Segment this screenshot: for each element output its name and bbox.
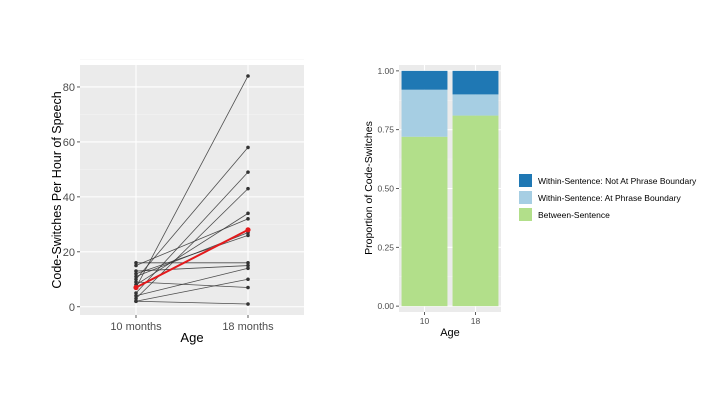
bar-chart-legend: Within-Sentence: Not At Phrase Boundary W… [519,174,697,221]
subject-point [246,266,250,271]
subject-point [246,277,250,282]
legend-swatch [519,174,532,187]
x-tick-label: 18 [471,316,481,326]
subject-point [246,74,250,78]
y-tick-label: 60 [63,137,75,149]
y-tick-label: 20 [63,247,75,259]
mean-line-group [133,227,251,291]
line-chart: 0 20 40 60 80 10 months 18 months Age Code-Sw… [50,59,304,345]
y-tick-label: 40 [63,192,75,204]
y-tick-label: 0.75 [377,125,394,135]
line-chart-panel [80,65,304,315]
mean-point [245,227,251,233]
y-tick-label: 0.25 [377,242,394,252]
subject-line [135,281,249,288]
legend-swatch [519,208,532,221]
subject-point [246,285,250,290]
legend-swatch [519,191,532,204]
line-chart-y-ticks: 0 20 40 60 80 [63,82,80,314]
subject-point [134,277,138,282]
subject-line [135,218,249,266]
bar-chart-x-ticks: 10 18 [420,312,481,326]
subject-point [134,274,138,279]
subject-point [134,280,138,284]
subject-line [135,267,249,297]
bar-chart-y-axis-label: Proportion of Code-Switches [363,121,375,255]
subject-point [134,271,138,276]
subject-point [134,261,138,265]
mean-point [133,284,139,291]
legend-label: Within-Sentence: At Phrase Boundary [538,193,681,203]
y-tick-label: 0.00 [377,301,394,311]
subject-point [134,296,138,301]
bar-segment [401,70,448,90]
bar-segment [401,136,448,307]
subject-line [135,300,249,305]
subject-point [246,217,250,221]
subject-point [246,233,250,238]
legend-label: Between-Sentence [538,210,610,220]
subject-line [135,234,249,275]
subject-point [246,186,250,191]
legend-label: Within-Sentence: Not At Phrase Boundary [538,176,697,186]
bar-chart-x-axis-label: Age [440,327,460,339]
line-chart-y-axis-label: Code-Switches Per Hour of Speech [50,91,64,288]
y-tick-label: 0.50 [377,184,394,194]
subject-point [134,293,138,298]
bar-chart-y-ticks: 0.00 0.25 0.50 0.75 1.00 [377,66,399,311]
subject-point [246,170,250,174]
y-tick-label: 0 [69,302,75,314]
stacked-bar-chart: 0.00 0.25 0.50 0.75 1.00 10 18 Age Proportion… [363,65,697,339]
line-chart-x-ticks: 10 months 18 months [110,315,274,333]
subject-point [246,302,250,306]
y-tick-label: 80 [63,82,75,94]
bar-segment [452,115,499,307]
subject-line [135,188,249,299]
mean-line [135,228,249,289]
bar-segment [452,94,499,116]
subject-point [134,269,138,273]
line-chart-x-axis-label: Age [180,330,203,345]
subject-point [246,211,250,216]
subject-point [134,291,138,295]
subject-point [246,145,250,150]
x-tick-label: 18 months [222,321,274,333]
x-tick-label: 10 months [110,321,162,333]
subject-line [135,278,249,302]
subject-line [135,213,249,286]
bar-segment [401,89,448,137]
subject-point [134,263,138,268]
subject-line [135,147,249,280]
subject-line [135,75,249,288]
bar-segment [452,70,499,95]
line-chart-grid [80,59,304,315]
x-tick-label: 10 [420,316,430,326]
subject-point [246,263,250,268]
stacked-bars [401,70,499,307]
y-tick-label: 1.00 [377,66,394,76]
subject-point [134,299,138,304]
subject-point [246,261,250,265]
subject-line [135,265,249,272]
